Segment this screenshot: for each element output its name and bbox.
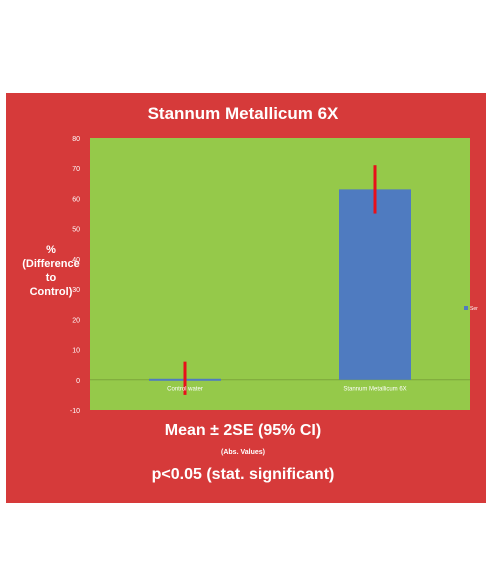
legend-label: Ser <box>470 306 478 312</box>
y-tick-label: 0 <box>76 378 80 385</box>
y-axis-label-line: % <box>46 244 56 256</box>
y-axis-label: % (Difference to Control) <box>6 243 96 299</box>
statistic-note: Mean ± 2SE (95% CI) <box>164 422 322 439</box>
y-tick-label: 40 <box>72 257 80 264</box>
y-tick-label: 60 <box>72 196 80 203</box>
y-tick-label: 80 <box>72 136 80 143</box>
legend-swatch <box>464 306 468 310</box>
y-tick-label: 20 <box>72 317 80 324</box>
x-tick-label: Stannum Metallicum 6X <box>343 386 406 392</box>
significance-note: p<0.05 (stat. significant) <box>151 466 335 483</box>
bar <box>339 189 411 380</box>
plot-area <box>90 138 470 410</box>
y-tick-label: 30 <box>72 287 80 294</box>
y-tick-label: -10 <box>70 408 80 415</box>
y-tick-label: 10 <box>72 348 80 355</box>
y-tick-label: 50 <box>72 227 80 234</box>
y-axis-label-line: (Difference <box>22 258 80 270</box>
y-tick-label: 70 <box>72 166 80 173</box>
statistic-subnote: (Abs. Values) <box>221 449 265 456</box>
x-tick-label: Control water <box>167 386 203 392</box>
y-axis-label-line: to <box>45 272 57 284</box>
chart-title: Stannum Metallicum 6X <box>147 104 339 123</box>
y-axis-label-line: Control) <box>29 286 73 298</box>
